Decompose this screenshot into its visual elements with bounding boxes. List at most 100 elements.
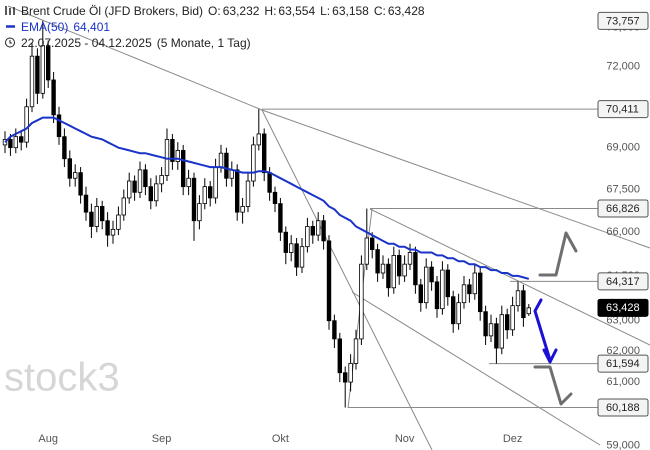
y-tick-label: 66,000 bbox=[606, 226, 640, 238]
candle-body bbox=[413, 252, 418, 286]
candle-body bbox=[224, 152, 229, 179]
key: L: bbox=[320, 4, 331, 18]
candle-body bbox=[191, 177, 197, 222]
candle-body bbox=[197, 203, 202, 222]
candle-body bbox=[256, 133, 261, 146]
trendline bbox=[351, 291, 601, 446]
candle-body bbox=[207, 186, 213, 199]
level-box bbox=[597, 11, 649, 30]
candle-body bbox=[67, 158, 72, 179]
candle-body bbox=[359, 263, 364, 340]
level-box bbox=[597, 272, 649, 291]
y-tick-label: 61,000 bbox=[606, 376, 640, 388]
candle-body bbox=[51, 79, 56, 116]
candle-body bbox=[46, 45, 51, 81]
icon bbox=[5, 6, 15, 15]
x-tick-label: Okt bbox=[272, 433, 289, 445]
y-tick-label: 62,000 bbox=[606, 345, 640, 357]
ema-line bbox=[4, 116, 530, 280]
header: Brent Crude Öl (JFD Brokers, Bid) O: 63,23… bbox=[4, 3, 430, 51]
candle-body bbox=[110, 228, 116, 236]
candle-body bbox=[18, 136, 24, 143]
candle-body bbox=[375, 249, 380, 274]
candle-body bbox=[526, 307, 531, 315]
candle-body bbox=[418, 284, 423, 304]
level-label: 64,317 bbox=[606, 276, 640, 288]
candle-body bbox=[299, 246, 305, 268]
trendline bbox=[261, 109, 433, 450]
period: (5 Monate, 1 Tag) bbox=[156, 36, 251, 50]
candle-body bbox=[267, 172, 272, 193]
candle-body bbox=[73, 172, 78, 179]
candle-body bbox=[348, 363, 353, 383]
trendline bbox=[7, 5, 263, 111]
candle-body bbox=[434, 281, 440, 310]
x-tick-label: Sep bbox=[152, 433, 172, 445]
candle-body bbox=[159, 175, 164, 185]
candle-body bbox=[180, 150, 186, 188]
candle-body bbox=[504, 314, 510, 331]
candle-body bbox=[369, 237, 375, 250]
candle-body bbox=[521, 290, 526, 319]
level-box bbox=[597, 354, 649, 373]
candle-body bbox=[62, 136, 67, 160]
candle-body bbox=[499, 314, 504, 349]
x-tick-label: Dez bbox=[503, 433, 523, 445]
candle-body bbox=[315, 220, 321, 236]
legend-swatch bbox=[6, 25, 15, 28]
level-box bbox=[597, 100, 649, 119]
level-label: 63,428 bbox=[606, 302, 640, 314]
candle-body bbox=[342, 372, 348, 383]
candle-body bbox=[391, 255, 396, 289]
candle-body bbox=[251, 144, 256, 182]
level-label: 73,757 bbox=[606, 15, 640, 27]
value-label: 63,158 bbox=[332, 4, 369, 18]
trendline bbox=[369, 208, 650, 346]
level-box bbox=[597, 199, 649, 218]
candle-body bbox=[83, 194, 89, 213]
candle-body bbox=[396, 255, 402, 277]
y-tick-label: 72,000 bbox=[606, 61, 640, 73]
value-label: 63,554 bbox=[278, 4, 316, 18]
candle-body bbox=[121, 197, 126, 216]
arrow-blue-head bbox=[542, 348, 558, 364]
candle-body bbox=[477, 272, 483, 313]
candle-body bbox=[105, 220, 110, 236]
candle-body bbox=[472, 272, 477, 295]
candle-body bbox=[440, 269, 445, 310]
candle-body bbox=[8, 139, 13, 149]
legend-entry: EMA(50) bbox=[21, 20, 69, 34]
arrow-blue bbox=[533, 298, 552, 362]
candle-body bbox=[380, 263, 386, 274]
candle-body bbox=[510, 305, 515, 331]
candle-body bbox=[310, 226, 315, 236]
candle-body bbox=[35, 55, 40, 94]
candle-body bbox=[429, 266, 434, 283]
candle-body bbox=[143, 169, 148, 188]
date-range: 22.07.2025 - 04.12.2025 bbox=[21, 36, 152, 50]
level-label: 70,411 bbox=[606, 104, 639, 116]
candle-body bbox=[423, 266, 429, 304]
candle-body bbox=[100, 206, 105, 222]
legend-value: 64,401 bbox=[73, 20, 111, 34]
candle-body bbox=[148, 186, 153, 202]
icon bbox=[5, 37, 15, 48]
candle-body bbox=[337, 338, 342, 374]
watermark: stock3 bbox=[4, 356, 120, 400]
level-box bbox=[597, 298, 649, 317]
arrow-up bbox=[538, 231, 578, 277]
key: C: bbox=[373, 4, 386, 18]
candle-body bbox=[94, 206, 99, 227]
candle-body bbox=[353, 338, 359, 364]
candle-body bbox=[450, 296, 456, 325]
candle-body bbox=[321, 220, 326, 242]
scenario-arrows bbox=[533, 231, 578, 406]
value-label: 63,232 bbox=[222, 4, 260, 18]
candle-body bbox=[186, 177, 191, 188]
y-tick-label: 59,000 bbox=[606, 439, 640, 450]
candle-body bbox=[89, 211, 94, 227]
candle-body bbox=[386, 263, 391, 289]
candle-body bbox=[272, 191, 278, 205]
title: Brent Crude Öl (JFD Brokers, Bid) bbox=[21, 4, 204, 18]
